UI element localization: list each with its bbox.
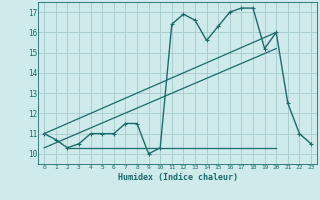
X-axis label: Humidex (Indice chaleur): Humidex (Indice chaleur) [118, 173, 238, 182]
